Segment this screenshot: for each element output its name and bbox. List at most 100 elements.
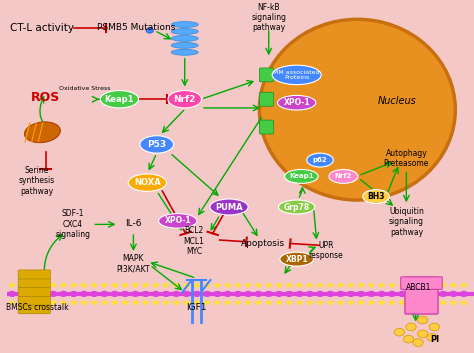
Circle shape — [378, 283, 385, 288]
Circle shape — [459, 291, 468, 297]
Circle shape — [408, 291, 417, 297]
Text: SDF-1
CXC4
signaling: SDF-1 CXC4 signaling — [55, 209, 90, 239]
Circle shape — [347, 283, 354, 288]
Circle shape — [28, 291, 37, 297]
Circle shape — [440, 283, 447, 288]
Circle shape — [418, 330, 428, 338]
Text: BH3: BH3 — [367, 192, 385, 201]
Circle shape — [29, 283, 36, 288]
Circle shape — [398, 291, 406, 297]
Circle shape — [389, 283, 395, 288]
FancyBboxPatch shape — [405, 277, 438, 314]
Circle shape — [192, 291, 201, 297]
Circle shape — [152, 291, 160, 297]
Ellipse shape — [329, 169, 358, 183]
Circle shape — [121, 291, 129, 297]
Circle shape — [337, 291, 345, 297]
Circle shape — [234, 291, 242, 297]
Circle shape — [80, 291, 88, 297]
Circle shape — [224, 300, 231, 305]
Circle shape — [449, 291, 458, 297]
Circle shape — [9, 300, 15, 305]
Circle shape — [429, 291, 437, 297]
Circle shape — [265, 300, 272, 305]
Text: XBP1: XBP1 — [285, 255, 308, 264]
FancyBboxPatch shape — [18, 270, 50, 279]
Circle shape — [327, 283, 334, 288]
Ellipse shape — [159, 214, 197, 228]
Circle shape — [193, 300, 200, 305]
Circle shape — [193, 283, 200, 288]
Text: IGF1: IGF1 — [186, 303, 207, 312]
Circle shape — [132, 300, 138, 305]
Text: p62: p62 — [313, 157, 328, 163]
Text: Ubiquitin
signaling
pathway: Ubiquitin signaling pathway — [389, 207, 424, 237]
Circle shape — [276, 300, 282, 305]
Circle shape — [307, 283, 313, 288]
Text: XPO-1: XPO-1 — [164, 216, 191, 226]
Text: Oxidative Stress: Oxidative Stress — [59, 86, 110, 91]
Circle shape — [90, 291, 99, 297]
Circle shape — [173, 283, 180, 288]
Circle shape — [347, 300, 354, 305]
Circle shape — [204, 283, 210, 288]
Circle shape — [317, 300, 323, 305]
Text: P53: P53 — [147, 140, 166, 149]
Text: Nrf2: Nrf2 — [335, 173, 352, 179]
Circle shape — [131, 291, 139, 297]
Circle shape — [326, 291, 335, 297]
Text: Nucleus: Nucleus — [378, 96, 416, 106]
Circle shape — [146, 28, 154, 33]
Ellipse shape — [128, 174, 166, 191]
FancyBboxPatch shape — [18, 287, 50, 296]
Text: NF-kB
signaling
pathway: NF-kB signaling pathway — [251, 3, 286, 32]
Circle shape — [18, 291, 27, 297]
Circle shape — [409, 283, 416, 288]
Circle shape — [59, 291, 68, 297]
Circle shape — [427, 334, 437, 341]
Circle shape — [327, 300, 334, 305]
Circle shape — [141, 291, 150, 297]
Circle shape — [223, 291, 232, 297]
Circle shape — [413, 339, 423, 346]
Circle shape — [235, 300, 241, 305]
Text: ABCB1: ABCB1 — [406, 283, 432, 292]
Circle shape — [162, 291, 170, 297]
Circle shape — [460, 300, 467, 305]
Circle shape — [81, 283, 87, 288]
Circle shape — [19, 283, 26, 288]
Text: Apoptosis: Apoptosis — [241, 239, 285, 248]
Circle shape — [378, 300, 385, 305]
Circle shape — [306, 291, 314, 297]
Circle shape — [71, 283, 77, 288]
Circle shape — [399, 283, 405, 288]
Text: Keap1: Keap1 — [105, 95, 134, 104]
Circle shape — [163, 283, 169, 288]
Circle shape — [81, 300, 87, 305]
FancyBboxPatch shape — [18, 305, 50, 314]
Text: XPO-1: XPO-1 — [283, 98, 310, 107]
Circle shape — [91, 300, 98, 305]
Circle shape — [337, 283, 344, 288]
Circle shape — [173, 300, 180, 305]
Circle shape — [142, 283, 149, 288]
Circle shape — [296, 283, 303, 288]
Circle shape — [295, 291, 304, 297]
Ellipse shape — [25, 122, 60, 143]
Circle shape — [132, 283, 138, 288]
FancyBboxPatch shape — [259, 92, 273, 106]
Text: UPR
response: UPR response — [308, 241, 343, 260]
Circle shape — [203, 291, 211, 297]
Circle shape — [337, 300, 344, 305]
Circle shape — [419, 291, 427, 297]
Ellipse shape — [363, 190, 389, 204]
Circle shape — [244, 291, 252, 297]
Text: IL-6: IL-6 — [125, 219, 142, 228]
Circle shape — [439, 291, 447, 297]
Circle shape — [255, 300, 262, 305]
Text: PSMB5 Mutations: PSMB5 Mutations — [97, 24, 175, 32]
Circle shape — [419, 283, 426, 288]
Circle shape — [399, 300, 405, 305]
Circle shape — [368, 283, 374, 288]
Circle shape — [70, 291, 78, 297]
